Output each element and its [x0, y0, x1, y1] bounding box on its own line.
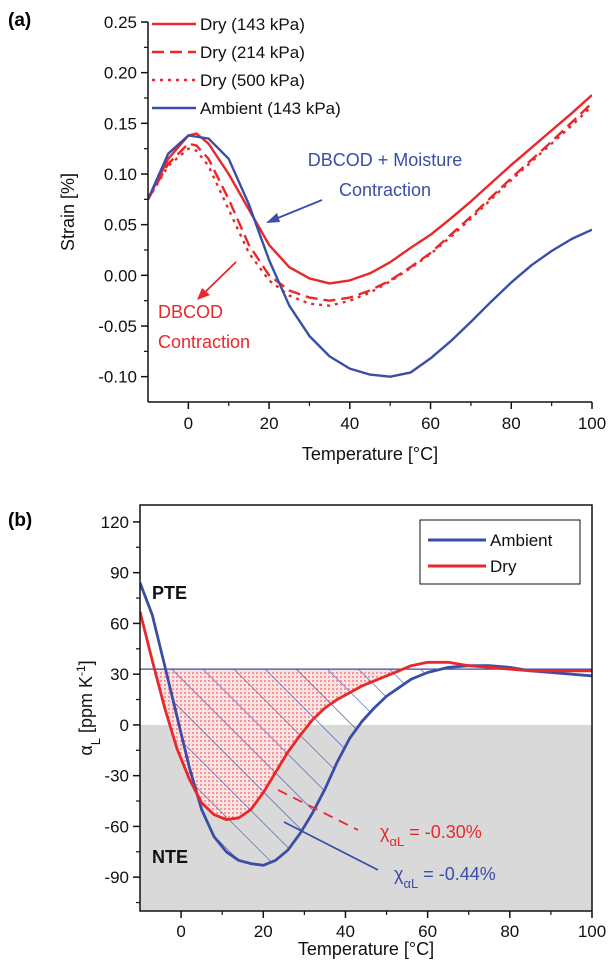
panel-b-ticks: 0 20 40 60 80 100 120 90 60 30 0 -30 -60 -90	[101, 513, 607, 941]
panel-b-label: (b)	[8, 510, 32, 531]
b-y-tick-label-90: 90	[110, 564, 129, 583]
panel-a-ticks: 0 20 40 60 80 100 0.25 0.20 0.15 0.10 0.05 0.00 -0.0…	[98, 13, 606, 433]
series-line-dry-143-kpa	[148, 94, 592, 285]
b-y-tick-label-0: 0	[120, 716, 129, 735]
legend-entry-dry-500: Dry (500 kPa)	[152, 71, 305, 90]
panel-b-legend: Ambient Dry	[419, 519, 581, 585]
x-tick-label-0: 0	[184, 414, 193, 433]
legend-label-ambient-143: Ambient (143 kPa)	[200, 99, 341, 118]
y-tick-label-0-10: 0.10	[104, 165, 137, 184]
legend-box	[419, 519, 581, 585]
series-line-dry-500-kpa	[148, 105, 592, 307]
legend-label-ambient: Ambient	[490, 531, 553, 550]
y-tick-label-0-05: 0.05	[104, 216, 137, 235]
annotation-moisture-contraction: Contraction	[339, 180, 431, 200]
panel-a-x-axis-label: Temperature [°C]	[302, 444, 438, 464]
legend-label-dry-143: Dry (143 kPa)	[200, 15, 305, 34]
b-x-tick-label-60: 60	[418, 922, 437, 941]
chi-dry-label: χαL = -0.30%	[380, 822, 482, 849]
series-line-ambient	[140, 582, 592, 867]
annotation-dbcod-moisture: DBCOD + Moisture	[308, 150, 463, 170]
x-tick-label-80: 80	[502, 414, 521, 433]
pte-label: PTE	[152, 583, 187, 603]
x-tick-label-100: 100	[578, 414, 606, 433]
series-line-dry	[140, 611, 592, 821]
legend-entry-dry-214: Dry (214 kPa)	[152, 43, 305, 62]
legend-label-dry: Dry	[490, 557, 517, 576]
legend-entry-dry: Dry	[428, 557, 517, 576]
b-x-tick-label-80: 80	[500, 922, 519, 941]
b-y-tick-label-30: 30	[110, 665, 129, 684]
y-tick-label-0-10: -0.10	[98, 368, 137, 387]
b-y-tick-label-30: -30	[104, 767, 129, 786]
series-line-ambient-143-kpa	[148, 134, 592, 378]
panel-a-legend: Dry (143 kPa) Dry (214 kPa) Dry (500 kPa…	[152, 15, 341, 118]
annotation-dbcod-contraction: Contraction	[158, 332, 250, 352]
red-arrow-head	[197, 288, 210, 300]
panel-a-y-axis-label: Strain [%]	[58, 173, 78, 251]
b-y-tick-label-120: 120	[101, 513, 129, 532]
y-tick-label-0-00: 0.00	[104, 266, 137, 285]
y-tick-label-0-05: -0.05	[98, 317, 137, 336]
chi-ambient-label: χαL = -0.44%	[394, 864, 496, 891]
panel-a-label: (a)	[8, 10, 31, 31]
nte-label: NTE	[152, 847, 188, 867]
panel-b: (b) 0 20 40 60 80 100 120 90 60 30 0 -30 -60 -90 Temp…	[8, 504, 607, 959]
panel-b-frame	[139, 504, 593, 912]
x-tick-label-60: 60	[421, 414, 440, 433]
legend-label-dry-500: Dry (500 kPa)	[200, 71, 305, 90]
panel-a: (a) 0 20 40 60 80 100 0.25 0.20 0.15 0.10 0.05 0.00…	[8, 10, 606, 464]
x-tick-label-20: 20	[260, 414, 279, 433]
panel-a-plot-area	[148, 94, 592, 378]
red-arrow-line	[199, 261, 237, 298]
panel-b-plot-area	[140, 582, 592, 911]
b-y-tick-label-60: 60	[110, 614, 129, 633]
b-y-tick-label-60: -60	[104, 817, 129, 836]
y-tick-label-0-15: 0.15	[104, 114, 137, 133]
ambient-hatched-area	[165, 669, 442, 866]
blue-arrow-head	[266, 213, 280, 223]
annotation-dbcod: DBCOD	[158, 302, 223, 322]
b-x-tick-label-100: 100	[578, 922, 606, 941]
panel-b-y-axis-label: αL [ppm K-1]	[74, 660, 103, 755]
series-line-dry-214-kpa	[148, 102, 592, 302]
b-x-tick-label-0: 0	[176, 922, 185, 941]
blue-chi-leader	[283, 821, 379, 871]
legend-entry-dry-143: Dry (143 kPa)	[152, 15, 305, 34]
b-x-tick-label-20: 20	[254, 922, 273, 941]
legend-label-dry-214: Dry (214 kPa)	[200, 43, 305, 62]
panel-b-x-axis-label: Temperature [°C]	[298, 939, 434, 959]
legend-entry-ambient-143: Ambient (143 kPa)	[152, 99, 341, 118]
b-x-tick-label-40: 40	[336, 922, 355, 941]
x-tick-label-40: 40	[340, 414, 359, 433]
y-tick-label-0-25: 0.25	[104, 13, 137, 32]
red-chi-leader	[277, 789, 359, 831]
y-tick-label-0-20: 0.20	[104, 64, 137, 83]
legend-entry-ambient: Ambient	[428, 531, 553, 550]
b-y-tick-label-90: -90	[104, 868, 129, 887]
